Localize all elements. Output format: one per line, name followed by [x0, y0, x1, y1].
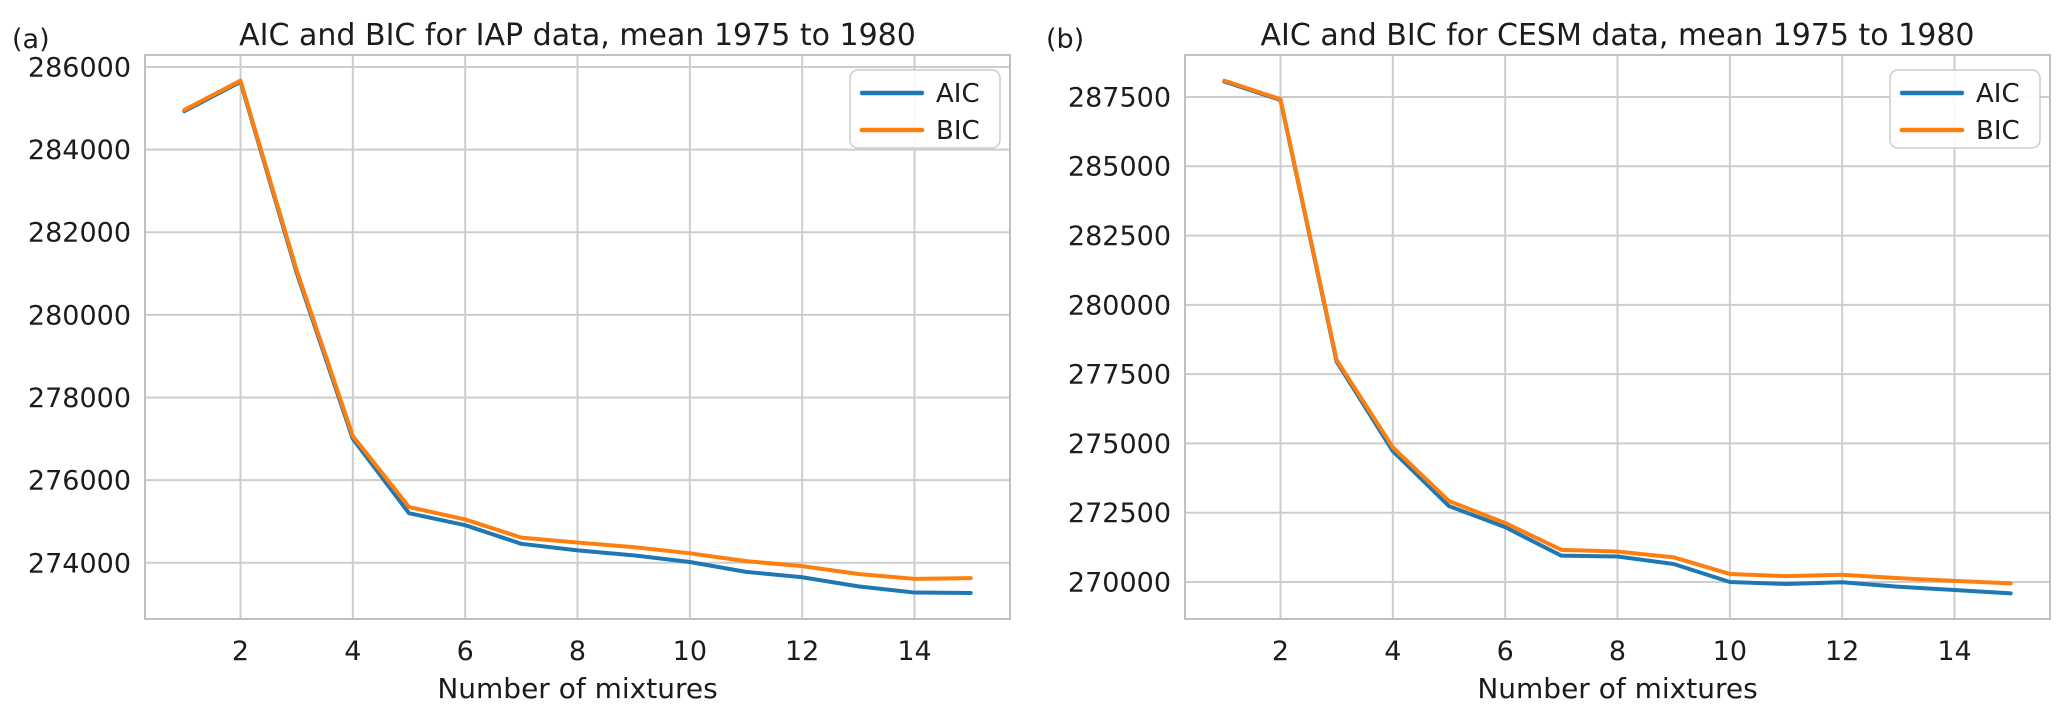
chart-title-iap: AIC and BIC for IAP data, mean 1975 to 1… — [239, 18, 916, 53]
y-tick-label: 277500 — [1067, 360, 1170, 391]
x-tick-label: 4 — [344, 636, 361, 667]
line-chart-cesm: 2 4 6 8 10 12 14 270000 272500 275000 277500 280000… — [1046, 18, 2051, 705]
x-tick-label: 8 — [569, 636, 586, 667]
x-tick-label: 10 — [1712, 636, 1746, 667]
legend-label-bic: BIC — [1976, 116, 2020, 146]
y-tick-label: 284000 — [28, 135, 131, 166]
legend-label-aic: AIC — [936, 79, 980, 109]
plot-area-iap: 2 4 6 8 10 12 14 274000 276000 278000 280000 282000… — [28, 52, 1011, 667]
x-tick-label: 12 — [1824, 636, 1858, 667]
y-tick-label: 285000 — [1067, 152, 1170, 183]
x-tick-label: 14 — [897, 636, 931, 667]
x-axis-label-iap: Number of mixtures — [437, 672, 717, 705]
y-tick-label: 282500 — [1067, 221, 1170, 252]
x-tick-label: 6 — [457, 636, 474, 667]
chart-title-cesm: AIC and BIC for CESM data, mean 1975 to … — [1260, 18, 1974, 53]
x-tick-label: 10 — [673, 636, 707, 667]
panel-label-b: (b) — [1046, 24, 1084, 55]
x-tick-label: 4 — [1384, 636, 1401, 667]
plot-area-cesm: 2 4 6 8 10 12 14 270000 272500 275000 277500 280000… — [1067, 54, 2051, 667]
x-tick-label: 14 — [1937, 636, 1971, 667]
x-tick-label: 12 — [785, 636, 819, 667]
y-tick-label: 276000 — [28, 466, 131, 497]
y-tick-label: 286000 — [28, 52, 131, 83]
panel-label-a: (a) — [12, 24, 50, 55]
x-tick-label: 2 — [232, 636, 249, 667]
plot-spine — [144, 54, 1011, 620]
y-tick-label: 280000 — [28, 300, 131, 331]
y-tick-label: 280000 — [1067, 290, 1170, 321]
line-chart-iap: 2 4 6 8 10 12 14 274000 276000 278000 280000 282000… — [12, 18, 1011, 705]
x-axis-label-cesm: Number of mixtures — [1477, 672, 1757, 705]
x-tick-label: 6 — [1496, 636, 1513, 667]
y-tick-label: 274000 — [28, 548, 131, 579]
series-line-bic — [182, 78, 973, 581]
y-tick-label: 287500 — [1067, 82, 1170, 113]
y-tick-label: 272500 — [1067, 498, 1170, 529]
legend-label-aic: AIC — [1976, 79, 2020, 109]
x-tick-label: 2 — [1271, 636, 1288, 667]
y-tick-label: 278000 — [28, 383, 131, 414]
x-tick-label: 8 — [1608, 636, 1625, 667]
y-tick-label: 270000 — [1067, 567, 1170, 598]
y-tick-label: 275000 — [1067, 429, 1170, 460]
legend-label-bic: BIC — [936, 116, 980, 146]
plot-spine — [1183, 54, 2051, 620]
series-line-bic — [1221, 78, 2013, 586]
y-tick-label: 282000 — [28, 218, 131, 249]
